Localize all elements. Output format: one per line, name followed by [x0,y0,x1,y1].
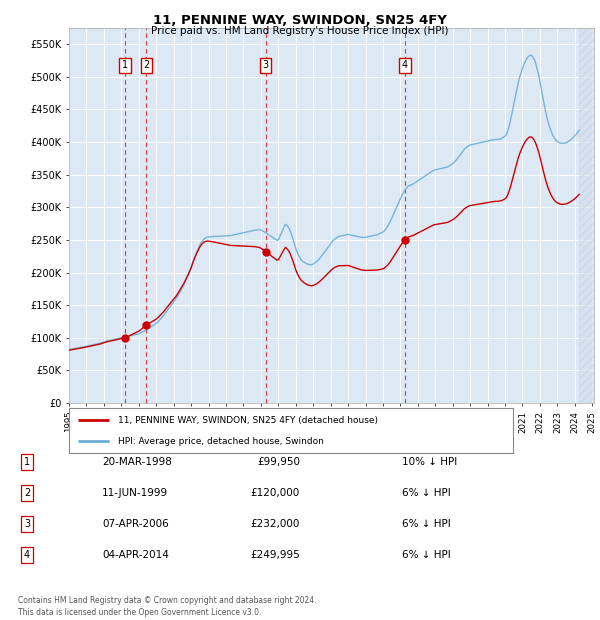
Text: 6% ↓ HPI: 6% ↓ HPI [402,519,451,529]
Text: 2: 2 [24,488,30,498]
Bar [579,28,594,403]
Text: 1: 1 [122,60,128,71]
Text: 2: 2 [143,60,149,71]
Text: 3: 3 [24,519,30,529]
Text: 1: 1 [24,457,30,467]
Text: Price paid vs. HM Land Registry's House Price Index (HPI): Price paid vs. HM Land Registry's House … [151,26,449,36]
Text: £99,950: £99,950 [257,457,300,467]
Text: 04-APR-2014: 04-APR-2014 [102,550,169,560]
Text: 11, PENNINE WAY, SWINDON, SN25 4FY (detached house): 11, PENNINE WAY, SWINDON, SN25 4FY (deta… [118,416,378,425]
Text: 6% ↓ HPI: 6% ↓ HPI [402,488,451,498]
Text: 4: 4 [402,60,408,71]
Text: 20-MAR-1998: 20-MAR-1998 [102,457,172,467]
Text: 11, PENNINE WAY, SWINDON, SN25 4FY: 11, PENNINE WAY, SWINDON, SN25 4FY [153,14,447,27]
Text: 6% ↓ HPI: 6% ↓ HPI [402,550,451,560]
Text: 07-APR-2006: 07-APR-2006 [102,519,169,529]
Text: 4: 4 [24,550,30,560]
Text: £120,000: £120,000 [251,488,300,498]
Text: HPI: Average price, detached house, Swindon: HPI: Average price, detached house, Swin… [118,437,324,446]
Text: £249,995: £249,995 [250,550,300,560]
Text: 3: 3 [263,60,269,71]
Text: £232,000: £232,000 [251,519,300,529]
Text: 11-JUN-1999: 11-JUN-1999 [102,488,168,498]
Text: Contains HM Land Registry data © Crown copyright and database right 2024.
This d: Contains HM Land Registry data © Crown c… [18,596,317,617]
Text: 10% ↓ HPI: 10% ↓ HPI [402,457,457,467]
